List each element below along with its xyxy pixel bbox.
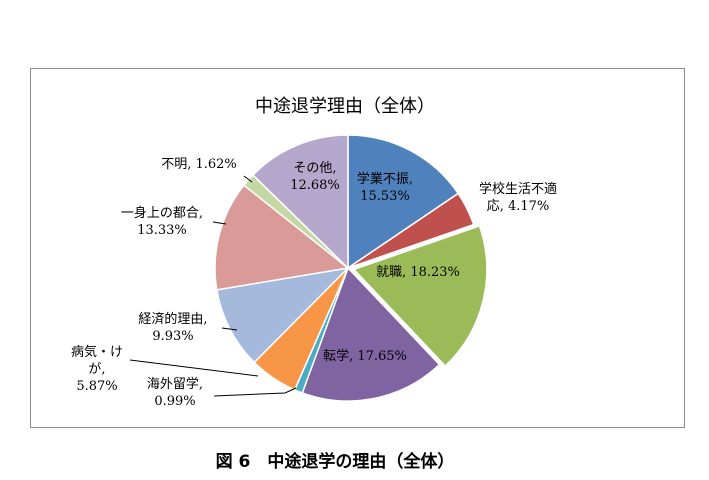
slice-label-line: 転学, 17.65% (323, 348, 407, 364)
slice-label-7: 一身上の都合, 13.33% (121, 205, 203, 238)
slice-label-line: 15.53% (360, 189, 410, 204)
slice-label-6: 経済的理由, 9.93% (138, 311, 207, 344)
slice-label-line: 海外留学, (147, 376, 203, 392)
leader-line-byouki (129, 359, 259, 377)
slice-label-line: 不明, 1.62% (161, 157, 237, 172)
slice-label-0: 学業不振, 15.53% (357, 171, 413, 204)
slice-label-line: 学校生活不適 (479, 181, 557, 197)
slice-label-line: 病気・け (71, 344, 123, 360)
slice-labels: 学業不振, 15.53% 学校生活不適応, 4.17% 就職, 18.23% 転学, 1… (71, 157, 557, 409)
slice-label-1: 学校生活不適応, 4.17% (479, 181, 557, 214)
slice-label-3: 転学, 17.65% (323, 348, 407, 364)
leader-line-isshin (212, 221, 227, 225)
pie-slice-9 (251, 134, 349, 270)
slice-label-2: 就職, 18.23% (376, 265, 460, 280)
pie-slice-1 (347, 192, 475, 269)
slice-label-4: 海外留学, 0.99% (147, 376, 203, 409)
figure-caption: 図 6 中途退学の理由（全体） (216, 451, 455, 472)
slice-label-line: 一身上の都合, (121, 205, 203, 221)
slice-label-9: その他, 12.68% (290, 161, 340, 193)
slice-label-line: 5.87% (76, 379, 117, 394)
slice-label-line: 学業不振, (357, 171, 413, 187)
slice-label-line: 応, 4.17% (487, 199, 550, 214)
leader-lines (129, 175, 297, 397)
leader-line-fumei (243, 175, 253, 183)
pie-slices (214, 134, 488, 402)
slice-label-line: 12.68% (290, 178, 340, 193)
pie-slice-0 (347, 134, 460, 270)
slice-label-line: 13.33% (137, 223, 187, 238)
slice-label-5: 病気・けが, 5.87% (71, 344, 123, 394)
pie-slice-7 (214, 184, 350, 291)
slice-label-8: 不明, 1.62% (161, 157, 237, 172)
chart-title: 中途退学理由（全体） (255, 96, 435, 117)
slice-label-line: 就職, 18.23% (376, 265, 460, 280)
slice-label-line: その他, (293, 161, 336, 176)
slice-label-line: 0.99% (154, 394, 195, 409)
pie-slice-2 (352, 224, 488, 368)
slice-label-line: 9.93% (152, 329, 193, 344)
slice-label-line: 経済的理由, (138, 311, 207, 327)
leader-line-keizai (221, 327, 238, 331)
leader-line-kaigai (213, 387, 297, 397)
slice-label-line: が, (88, 362, 105, 377)
